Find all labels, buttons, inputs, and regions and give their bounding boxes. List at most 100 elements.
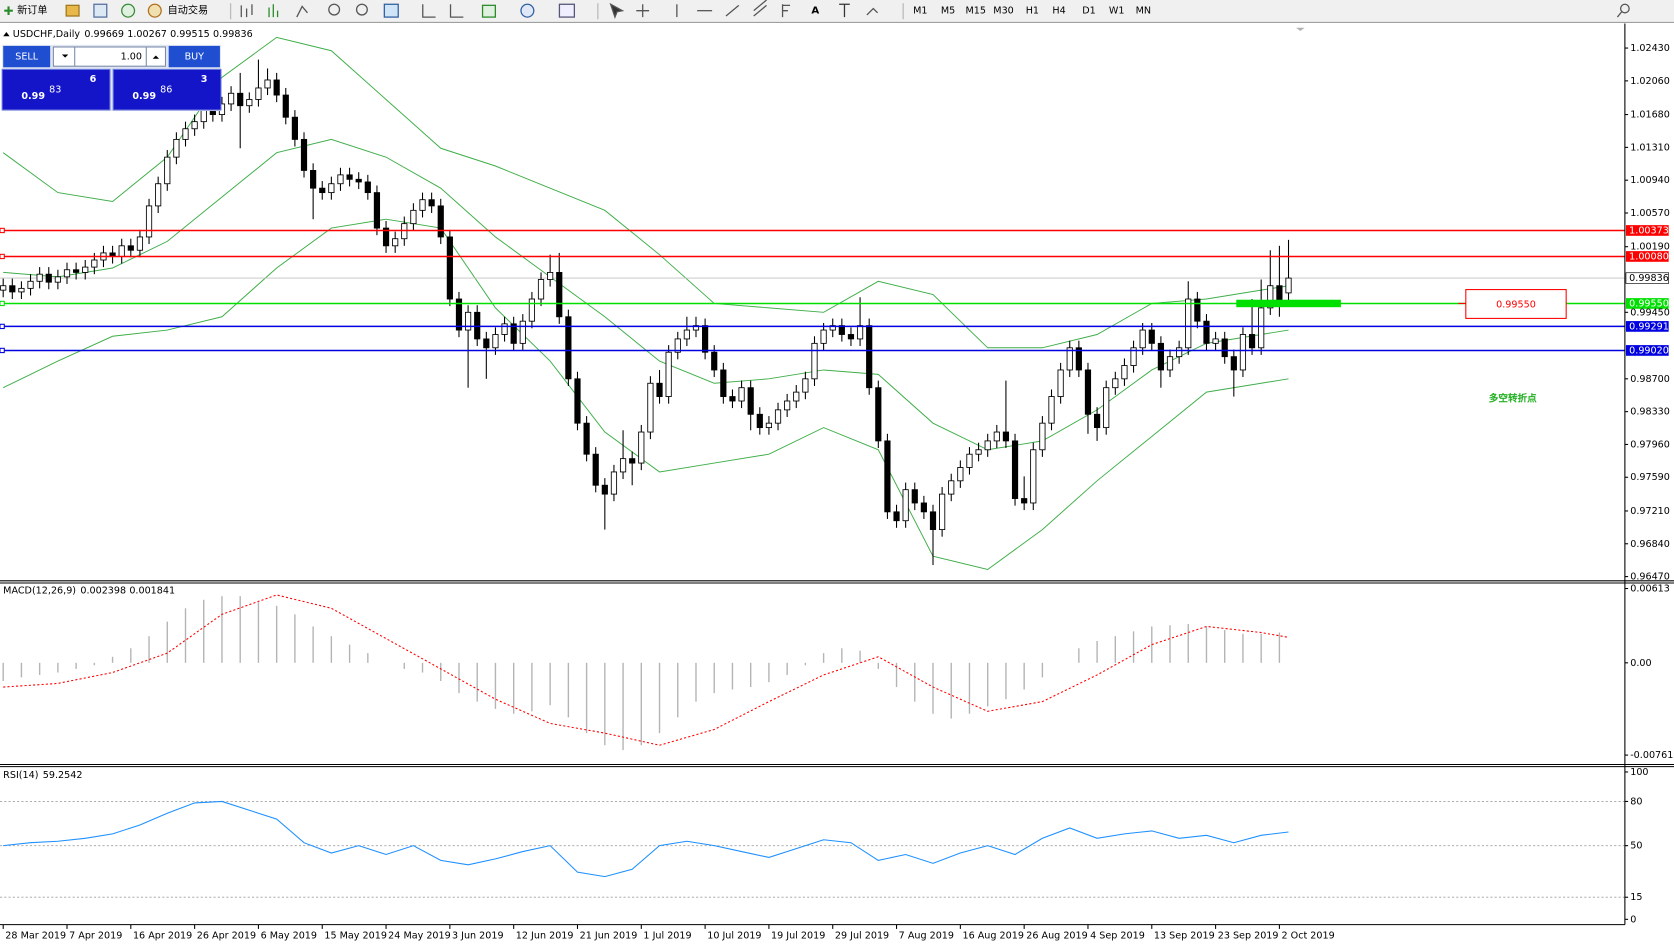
candle-body bbox=[1057, 369, 1064, 397]
level-anchor bbox=[0, 253, 5, 260]
rsi-value: 59.2542 bbox=[43, 770, 83, 781]
toolbar-icon[interactable] bbox=[268, 4, 279, 18]
y-tick-label: 0 bbox=[1630, 914, 1636, 925]
bid-prefix[interactable]: 0.99 bbox=[21, 91, 45, 102]
lot-input[interactable] bbox=[52, 46, 167, 67]
y-tick-label: 100 bbox=[1630, 767, 1648, 778]
new-order-icon[interactable] bbox=[4, 6, 13, 15]
x-tick-label: 28 Mar 2019 bbox=[5, 930, 66, 941]
candle-body bbox=[91, 259, 98, 268]
y-tick-label: 1.00940 bbox=[1630, 175, 1670, 186]
candle-body bbox=[683, 329, 690, 340]
timeframe-button[interactable]: M5 bbox=[941, 6, 955, 17]
y-tick-label: -0.007612 bbox=[1630, 750, 1674, 761]
toolbar-icon[interactable] bbox=[383, 3, 399, 18]
y-tick-label: 0.96840 bbox=[1630, 539, 1670, 550]
rsi-header: RSI(14) 59.2542 bbox=[3, 770, 82, 781]
candle-body bbox=[528, 298, 536, 322]
timeframe-button[interactable]: MN bbox=[1136, 6, 1151, 17]
toolbar-icon[interactable] bbox=[422, 4, 464, 18]
candle-body bbox=[1248, 334, 1256, 349]
sell-button[interactable] bbox=[3, 45, 51, 68]
lot-up[interactable] bbox=[152, 55, 160, 59]
zoom-out-icon[interactable] bbox=[355, 3, 368, 16]
candle-body bbox=[920, 502, 927, 513]
label-icon[interactable] bbox=[839, 3, 850, 18]
ask-big[interactable]: 86 bbox=[160, 85, 172, 96]
toolbar-icon[interactable] bbox=[296, 5, 308, 18]
candle-body bbox=[647, 382, 654, 433]
candle-body bbox=[1148, 329, 1155, 344]
toolbar-icon[interactable] bbox=[558, 3, 576, 18]
timeframe-button[interactable]: D1 bbox=[1082, 6, 1095, 17]
timeframe-button[interactable]: M30 bbox=[993, 6, 1013, 17]
toolbar-icon[interactable] bbox=[65, 4, 80, 17]
candle-body bbox=[1285, 277, 1292, 294]
candle-body bbox=[164, 156, 171, 185]
candle-body bbox=[1093, 413, 1101, 429]
ask-small[interactable]: 3 bbox=[201, 74, 208, 85]
y-tick-label: 1.00190 bbox=[1630, 242, 1670, 253]
timeframe-button[interactable]: M1 bbox=[913, 6, 927, 17]
annotation-text: 多空转折点 bbox=[1489, 392, 1537, 404]
candle-body bbox=[1121, 365, 1128, 380]
search-icon-handle[interactable] bbox=[1616, 11, 1623, 18]
candle-body bbox=[820, 329, 827, 344]
toolbar-icon[interactable] bbox=[866, 7, 879, 16]
macd-signal bbox=[3, 594, 1289, 746]
zoom-in-icon[interactable] bbox=[328, 3, 341, 16]
candle-body bbox=[665, 351, 672, 397]
buy-label[interactable]: BUY bbox=[185, 52, 205, 63]
rsi-title: RSI(14) bbox=[3, 770, 38, 781]
trendline-icon[interactable] bbox=[725, 4, 740, 17]
new-order-button[interactable]: 新订单 bbox=[17, 4, 47, 17]
x-tick-label: 3 Jun 2019 bbox=[452, 930, 504, 941]
candle-body bbox=[1166, 356, 1174, 371]
bid-small[interactable]: 6 bbox=[90, 74, 97, 85]
candle-body bbox=[45, 273, 52, 283]
timeframe-button[interactable]: M15 bbox=[966, 6, 986, 17]
timeframe-button[interactable]: H1 bbox=[1026, 6, 1039, 17]
toolbar-icon[interactable] bbox=[121, 3, 136, 18]
lot-down[interactable] bbox=[61, 54, 69, 58]
fibo-icon[interactable] bbox=[781, 4, 791, 18]
toolbar-icon[interactable] bbox=[93, 3, 108, 18]
y-tick-label: 0.97960 bbox=[1630, 439, 1670, 450]
candle-body bbox=[866, 325, 873, 389]
candle-body bbox=[36, 273, 43, 282]
buy-button[interactable] bbox=[168, 45, 220, 68]
level-anchor bbox=[0, 347, 5, 354]
ask-box[interactable] bbox=[112, 68, 222, 111]
ask-prefix[interactable]: 0.99 bbox=[132, 91, 156, 102]
shift-marker[interactable] bbox=[1296, 27, 1305, 31]
auto-trading-icon[interactable] bbox=[147, 3, 162, 18]
y-tick-label: 1.00570 bbox=[1630, 208, 1670, 219]
candle-body bbox=[1194, 298, 1201, 322]
text-tool[interactable]: A bbox=[811, 6, 819, 17]
auto-trading-button[interactable]: 自动交易 bbox=[168, 4, 208, 17]
toolbar-icon[interactable] bbox=[240, 4, 253, 18]
candle-body bbox=[884, 440, 891, 513]
bid-box[interactable] bbox=[1, 68, 111, 111]
y-tick-label: 50 bbox=[1630, 841, 1642, 852]
timeframe-button[interactable]: W1 bbox=[1109, 6, 1125, 17]
crosshair-icon[interactable] bbox=[636, 4, 650, 18]
channel-icon[interactable] bbox=[753, 0, 767, 17]
search-icon[interactable] bbox=[1619, 3, 1630, 14]
timeframe-button[interactable]: H4 bbox=[1052, 6, 1065, 17]
candle-body bbox=[82, 266, 89, 273]
bid-big[interactable]: 83 bbox=[49, 85, 61, 96]
toolbar-icon[interactable] bbox=[520, 3, 535, 18]
sell-label[interactable]: SELL bbox=[15, 52, 38, 63]
lot-value[interactable]: 1.00 bbox=[121, 52, 142, 63]
candle-body bbox=[1021, 498, 1028, 504]
candle-body bbox=[811, 342, 818, 380]
cursor-icon[interactable] bbox=[609, 2, 625, 19]
x-tick-label: 12 Jun 2019 bbox=[516, 930, 574, 941]
candle-body bbox=[856, 325, 864, 340]
candle-body bbox=[1048, 396, 1055, 424]
toolbar-icon[interactable] bbox=[481, 4, 497, 18]
x-tick-label: 26 Apr 2019 bbox=[197, 930, 256, 941]
candle-body bbox=[774, 409, 782, 424]
candle-body bbox=[474, 311, 481, 340]
